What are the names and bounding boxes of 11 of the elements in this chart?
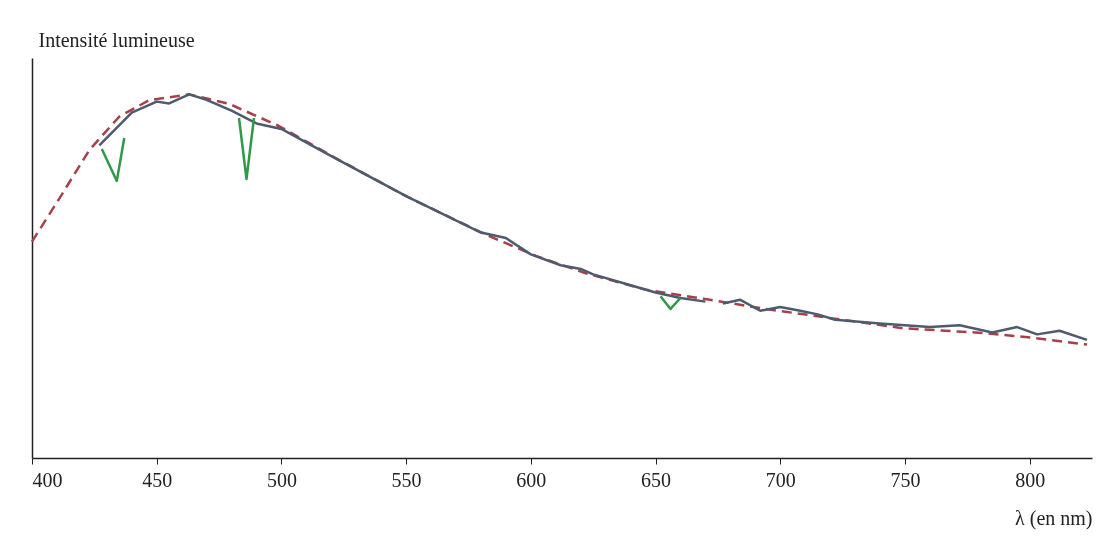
x-tick-label: 800 (1015, 468, 1046, 491)
x-axis-title: λ (en nm) (1015, 506, 1093, 530)
x-tick-label: 700 (765, 468, 796, 491)
x-tick-label: 600 (516, 468, 547, 491)
x-tick-label: 500 (266, 468, 297, 491)
x-tick-label: 550 (391, 468, 422, 491)
x-tick-label: 400 (32, 468, 63, 491)
x-tick-label: 650 (641, 468, 672, 491)
x-tick-label: 450 (142, 468, 173, 491)
x-tick-label: 750 (890, 468, 921, 491)
y-axis-title: Intensité lumineuse (38, 28, 195, 51)
